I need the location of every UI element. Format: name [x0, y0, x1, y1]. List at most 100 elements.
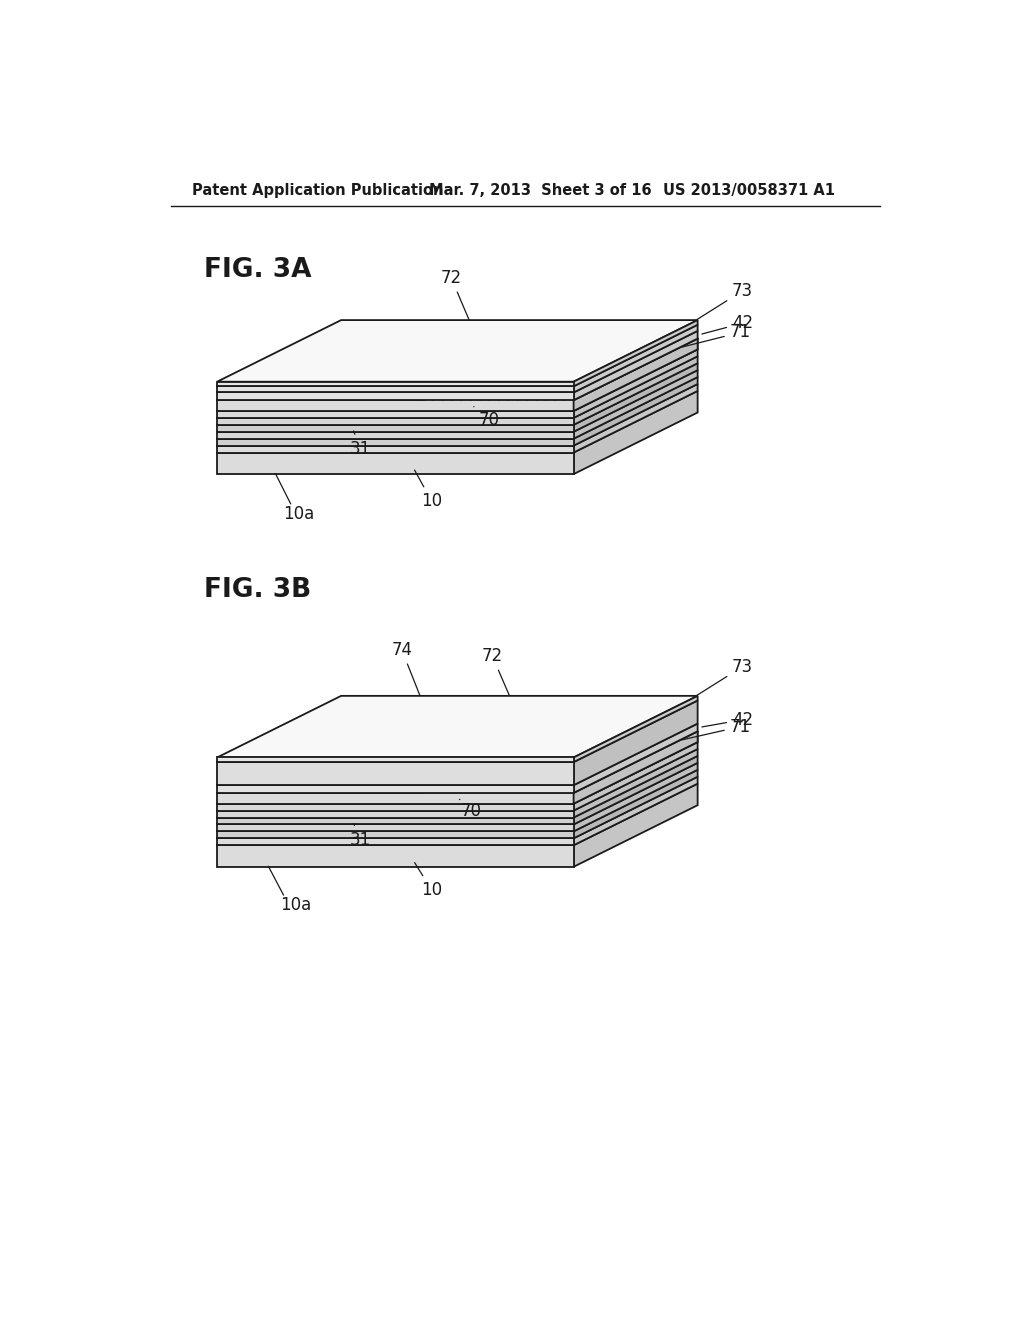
Text: 70: 70 [460, 800, 481, 820]
Polygon shape [573, 731, 697, 804]
Polygon shape [663, 351, 671, 356]
Polygon shape [217, 446, 573, 453]
Polygon shape [217, 350, 697, 411]
Polygon shape [644, 752, 653, 758]
Polygon shape [217, 411, 573, 418]
Text: 70: 70 [474, 407, 500, 429]
Polygon shape [526, 393, 537, 400]
Text: 71: 71 [682, 718, 751, 741]
Polygon shape [462, 785, 471, 793]
Polygon shape [573, 339, 697, 411]
Polygon shape [442, 393, 452, 400]
Text: 42: 42 [701, 710, 753, 729]
Polygon shape [217, 758, 573, 762]
Text: 74: 74 [391, 640, 431, 722]
Polygon shape [573, 701, 697, 785]
Polygon shape [526, 785, 537, 793]
Polygon shape [217, 723, 697, 785]
Polygon shape [217, 392, 573, 400]
Text: 42: 42 [701, 314, 753, 334]
Polygon shape [508, 785, 517, 793]
Polygon shape [591, 779, 600, 784]
Polygon shape [217, 742, 697, 804]
Polygon shape [217, 387, 573, 392]
Polygon shape [573, 391, 697, 474]
Polygon shape [217, 776, 697, 838]
Polygon shape [644, 359, 653, 364]
Text: 31: 31 [350, 824, 371, 849]
Polygon shape [583, 783, 591, 788]
Polygon shape [424, 393, 433, 400]
Polygon shape [546, 393, 555, 400]
Polygon shape [680, 342, 689, 347]
Polygon shape [609, 770, 617, 775]
Polygon shape [609, 378, 617, 383]
Polygon shape [617, 766, 627, 771]
Polygon shape [573, 370, 697, 438]
Polygon shape [217, 381, 573, 387]
Polygon shape [573, 776, 697, 845]
Polygon shape [217, 793, 573, 804]
Polygon shape [671, 739, 680, 744]
Polygon shape [471, 785, 480, 793]
Polygon shape [489, 785, 499, 793]
Polygon shape [573, 378, 697, 446]
Polygon shape [653, 747, 663, 754]
Polygon shape [217, 748, 697, 810]
Text: 71: 71 [682, 323, 751, 347]
Polygon shape [499, 393, 508, 400]
Polygon shape [573, 363, 697, 432]
Polygon shape [217, 838, 573, 845]
Polygon shape [517, 393, 526, 400]
Polygon shape [573, 770, 697, 838]
Polygon shape [217, 784, 697, 845]
Polygon shape [617, 372, 627, 379]
Polygon shape [217, 804, 573, 810]
Polygon shape [217, 762, 573, 785]
Text: 31: 31 [350, 430, 371, 458]
Polygon shape [452, 393, 462, 400]
Polygon shape [573, 325, 697, 392]
Polygon shape [217, 339, 697, 400]
Text: 10: 10 [415, 470, 442, 510]
Polygon shape [573, 331, 697, 400]
Polygon shape [217, 325, 697, 387]
Polygon shape [217, 331, 697, 392]
Polygon shape [217, 400, 573, 411]
Polygon shape [217, 696, 697, 758]
Polygon shape [564, 393, 573, 400]
Text: 10: 10 [415, 863, 442, 899]
Polygon shape [217, 817, 573, 825]
Polygon shape [217, 770, 697, 832]
Polygon shape [217, 363, 697, 425]
Polygon shape [573, 321, 697, 387]
Polygon shape [217, 845, 573, 867]
Polygon shape [600, 381, 609, 387]
Polygon shape [217, 432, 573, 438]
Polygon shape [480, 785, 489, 793]
Polygon shape [573, 339, 697, 411]
Polygon shape [433, 785, 442, 793]
Polygon shape [471, 393, 480, 400]
Polygon shape [217, 731, 697, 793]
Polygon shape [671, 346, 680, 351]
Polygon shape [627, 760, 636, 767]
Polygon shape [217, 370, 697, 432]
Polygon shape [573, 742, 697, 810]
Text: 73: 73 [675, 657, 753, 709]
Polygon shape [627, 368, 636, 374]
Polygon shape [573, 723, 697, 793]
Polygon shape [217, 825, 573, 832]
Polygon shape [499, 785, 508, 793]
Polygon shape [573, 696, 697, 762]
Polygon shape [217, 384, 697, 446]
Polygon shape [573, 784, 697, 867]
Polygon shape [537, 785, 546, 793]
Polygon shape [217, 785, 573, 793]
Text: Mar. 7, 2013  Sheet 3 of 16: Mar. 7, 2013 Sheet 3 of 16 [429, 183, 651, 198]
Polygon shape [573, 763, 697, 832]
Polygon shape [591, 385, 600, 392]
Polygon shape [573, 350, 697, 418]
Polygon shape [424, 339, 697, 400]
Polygon shape [689, 730, 697, 735]
